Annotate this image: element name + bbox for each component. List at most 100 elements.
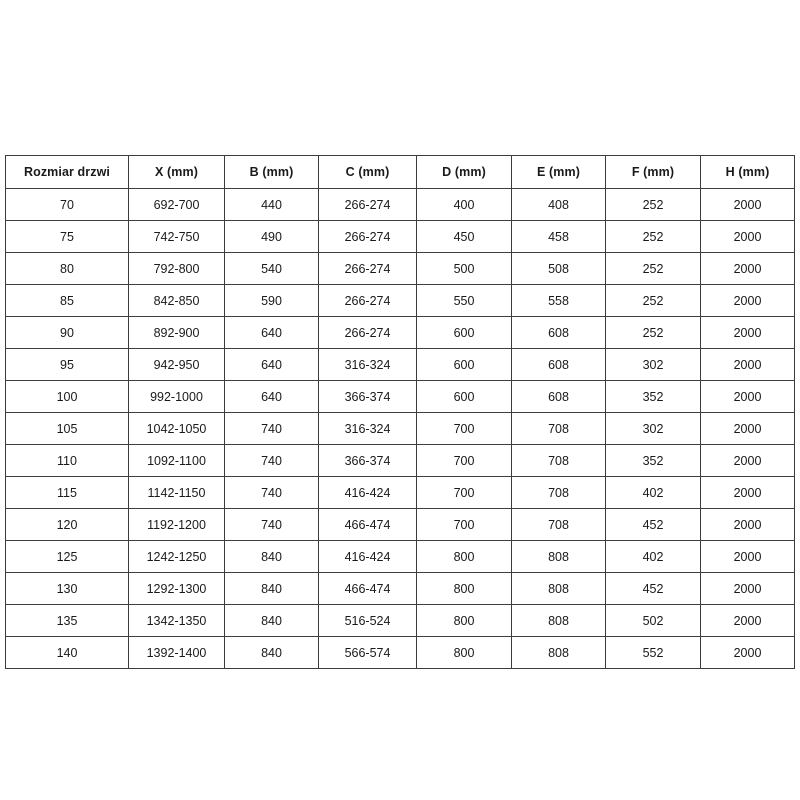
cell-h: 2000 xyxy=(700,380,795,413)
cell-c: 316-324 xyxy=(318,348,417,381)
cell-size: 130 xyxy=(5,572,129,605)
cell-f: 252 xyxy=(605,220,701,253)
cell-x: 1092-1100 xyxy=(128,444,225,477)
table-row: 125 1242-1250 840 416-424 800 808 402 2000 xyxy=(5,540,795,573)
cell-b: 740 xyxy=(224,412,319,445)
spec-table-container: Rozmiar drzwi X (mm) B (mm) C (mm) D (mm) E (… xyxy=(5,155,795,669)
cell-x: 1292-1300 xyxy=(128,572,225,605)
cell-d: 550 xyxy=(416,284,512,317)
cell-h: 2000 xyxy=(700,508,795,541)
cell-size: 140 xyxy=(5,636,129,669)
table-row: 70 692-700 440 266-274 400 408 252 2000 xyxy=(5,188,795,221)
cell-f: 502 xyxy=(605,604,701,637)
cell-b: 740 xyxy=(224,476,319,509)
cell-d: 700 xyxy=(416,412,512,445)
cell-b: 740 xyxy=(224,444,319,477)
cell-size: 120 xyxy=(5,508,129,541)
cell-f: 252 xyxy=(605,188,701,221)
cell-c: 516-524 xyxy=(318,604,417,637)
cell-f: 402 xyxy=(605,540,701,573)
cell-b: 490 xyxy=(224,220,319,253)
cell-h: 2000 xyxy=(700,604,795,637)
cell-c: 466-474 xyxy=(318,508,417,541)
cell-x: 742-750 xyxy=(128,220,225,253)
cell-b: 840 xyxy=(224,540,319,573)
cell-f: 402 xyxy=(605,476,701,509)
cell-e: 808 xyxy=(511,540,606,573)
cell-f: 302 xyxy=(605,412,701,445)
cell-e: 708 xyxy=(511,412,606,445)
column-header-b: B (mm) xyxy=(224,155,319,189)
cell-d: 700 xyxy=(416,508,512,541)
cell-size: 80 xyxy=(5,252,129,285)
cell-x: 892-900 xyxy=(128,316,225,349)
cell-size: 85 xyxy=(5,284,129,317)
cell-e: 808 xyxy=(511,572,606,605)
table-row: 85 842-850 590 266-274 550 558 252 2000 xyxy=(5,284,795,317)
cell-b: 440 xyxy=(224,188,319,221)
cell-f: 452 xyxy=(605,508,701,541)
cell-f: 352 xyxy=(605,380,701,413)
table-row: 75 742-750 490 266-274 450 458 252 2000 xyxy=(5,220,795,253)
cell-e: 708 xyxy=(511,444,606,477)
cell-c: 266-274 xyxy=(318,316,417,349)
cell-h: 2000 xyxy=(700,316,795,349)
cell-d: 600 xyxy=(416,348,512,381)
column-header-d: D (mm) xyxy=(416,155,512,189)
cell-c: 366-374 xyxy=(318,444,417,477)
cell-e: 408 xyxy=(511,188,606,221)
column-header-h: H (mm) xyxy=(700,155,795,189)
cell-size: 110 xyxy=(5,444,129,477)
table-row: 105 1042-1050 740 316-324 700 708 302 2000 xyxy=(5,412,795,445)
cell-c: 366-374 xyxy=(318,380,417,413)
cell-h: 2000 xyxy=(700,540,795,573)
cell-c: 266-274 xyxy=(318,220,417,253)
cell-h: 2000 xyxy=(700,220,795,253)
table-header-row: Rozmiar drzwi X (mm) B (mm) C (mm) D (mm) E (… xyxy=(5,155,795,189)
cell-c: 566-574 xyxy=(318,636,417,669)
cell-d: 700 xyxy=(416,476,512,509)
cell-x: 1342-1350 xyxy=(128,604,225,637)
cell-x: 942-950 xyxy=(128,348,225,381)
cell-e: 608 xyxy=(511,316,606,349)
cell-x: 692-700 xyxy=(128,188,225,221)
cell-f: 452 xyxy=(605,572,701,605)
column-header-c: C (mm) xyxy=(318,155,417,189)
cell-b: 640 xyxy=(224,380,319,413)
column-header-x: X (mm) xyxy=(128,155,225,189)
cell-e: 708 xyxy=(511,508,606,541)
cell-x: 792-800 xyxy=(128,252,225,285)
cell-size: 135 xyxy=(5,604,129,637)
cell-c: 266-274 xyxy=(318,284,417,317)
table-row: 90 892-900 640 266-274 600 608 252 2000 xyxy=(5,316,795,349)
table-row: 135 1342-1350 840 516-524 800 808 502 2000 xyxy=(5,604,795,637)
cell-b: 740 xyxy=(224,508,319,541)
cell-e: 808 xyxy=(511,636,606,669)
cell-size: 90 xyxy=(5,316,129,349)
table-row: 80 792-800 540 266-274 500 508 252 2000 xyxy=(5,252,795,285)
cell-e: 708 xyxy=(511,476,606,509)
cell-d: 800 xyxy=(416,540,512,573)
cell-d: 800 xyxy=(416,572,512,605)
cell-size: 95 xyxy=(5,348,129,381)
cell-e: 458 xyxy=(511,220,606,253)
cell-d: 800 xyxy=(416,604,512,637)
cell-h: 2000 xyxy=(700,476,795,509)
cell-c: 266-274 xyxy=(318,252,417,285)
table-row: 130 1292-1300 840 466-474 800 808 452 2000 xyxy=(5,572,795,605)
cell-x: 1142-1150 xyxy=(128,476,225,509)
cell-h: 2000 xyxy=(700,252,795,285)
cell-size: 100 xyxy=(5,380,129,413)
cell-d: 400 xyxy=(416,188,512,221)
cell-c: 266-274 xyxy=(318,188,417,221)
cell-h: 2000 xyxy=(700,284,795,317)
cell-x: 842-850 xyxy=(128,284,225,317)
column-header-f: F (mm) xyxy=(605,155,701,189)
table-header: Rozmiar drzwi X (mm) B (mm) C (mm) D (mm) E (… xyxy=(5,155,795,189)
cell-x: 1392-1400 xyxy=(128,636,225,669)
table-body: 70 692-700 440 266-274 400 408 252 2000 75 742-75… xyxy=(5,188,795,669)
cell-size: 70 xyxy=(5,188,129,221)
cell-d: 800 xyxy=(416,636,512,669)
cell-x: 1192-1200 xyxy=(128,508,225,541)
cell-f: 352 xyxy=(605,444,701,477)
